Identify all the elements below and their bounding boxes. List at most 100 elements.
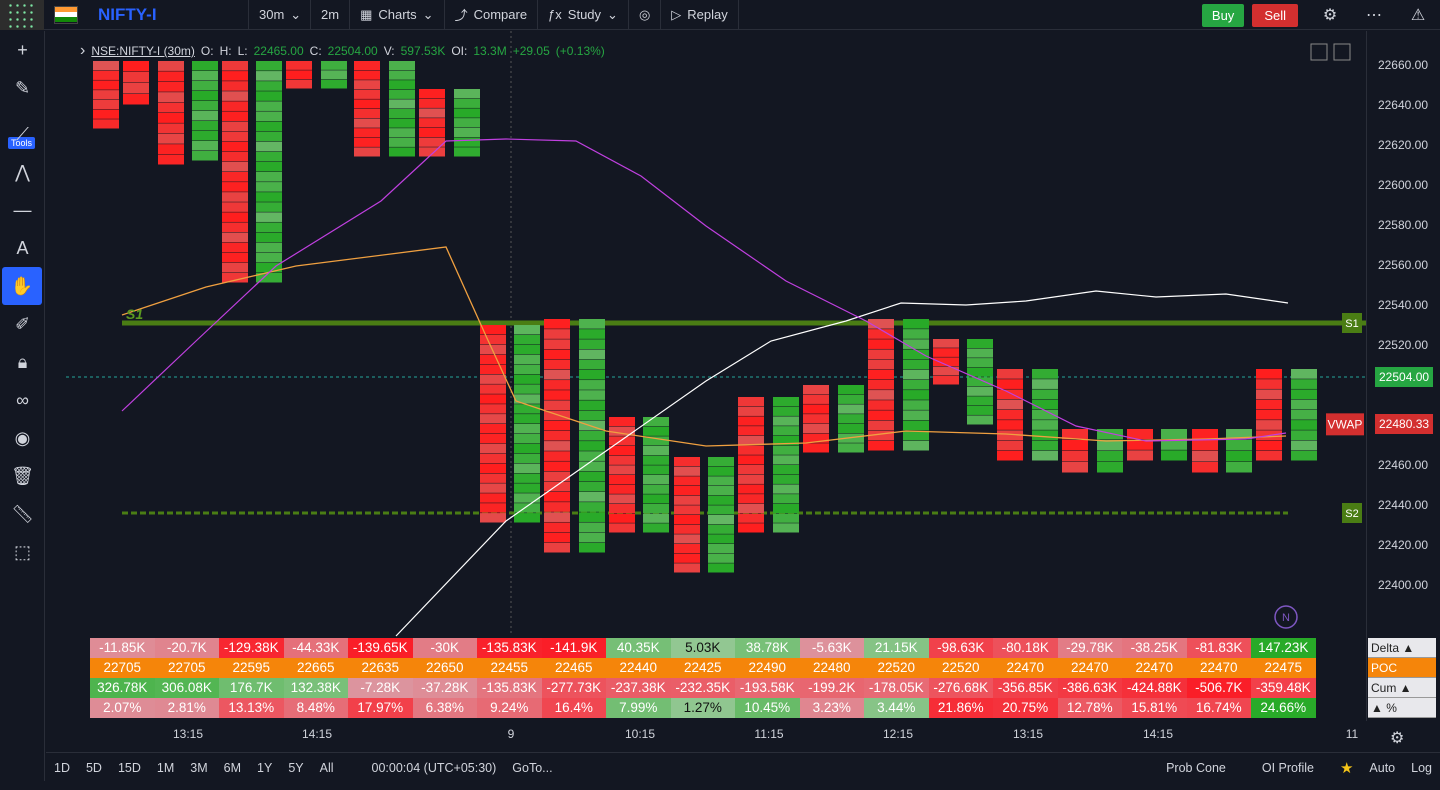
auto-button[interactable]: Auto [1369,760,1396,775]
footprint-cell [579,451,605,461]
chart-area[interactable]: S1 S1 S2 VWAP N [46,31,1366,721]
link-icon[interactable]: ∞ [16,389,29,410]
footprint-cell [256,272,282,283]
footprint-cell [192,101,218,111]
oi-profile-button[interactable]: OI Profile [1261,760,1314,775]
expand-icon[interactable]: › [80,42,86,59]
range-button-all[interactable]: All [319,760,334,775]
settings-icon[interactable]: ⚙ [1390,730,1405,747]
cursor-icon[interactable]: ⬚ [13,541,31,562]
range-button-5y[interactable]: 5Y [288,760,304,775]
footprint-cell [544,329,570,339]
footprint-cell [868,369,894,380]
footprint-cell [1256,389,1282,400]
instagram-button[interactable]: ◎ [627,0,660,30]
footprint-cell [454,118,480,128]
log-button[interactable]: Log [1411,760,1432,775]
footprint-cell [1097,451,1123,462]
footprint-cell [803,433,829,443]
compare-button[interactable]: ⤴ Compare [443,0,537,30]
footprint-cell [514,443,540,454]
symbol-name[interactable]: NIFTY-I [98,4,157,24]
footprint-cell [158,133,184,144]
warning-icon[interactable]: ⚠ [1410,7,1426,24]
delta-legend[interactable]: Delta ▲ [1368,638,1436,658]
tools-label: Tools [8,137,36,149]
goto-button[interactable]: GoTo... [512,760,553,775]
buy-button[interactable]: Buy [1201,3,1245,27]
pct-legend[interactable]: ▲ % [1368,698,1436,718]
app-logo[interactable] [0,0,44,30]
replay-button[interactable]: ▷ Replay [660,0,739,30]
horizontal-line-icon[interactable]: — [13,199,32,220]
interval-button[interactable]: 2m [310,0,349,30]
footprint-cell [903,390,929,400]
footprint-cell [773,513,799,523]
footprint-cell [674,486,700,496]
footprint-cell [967,358,993,368]
range-button-1y[interactable]: 1Y [257,760,273,775]
sell-button[interactable]: Sell [1252,3,1298,27]
footprint-cell [256,182,282,192]
prob-cone-button[interactable]: Prob Cone [1166,760,1226,775]
footprint-cell [256,172,282,182]
charts-button[interactable]: ▦ Charts ⌄ [349,0,444,30]
text-icon[interactable]: A [16,237,29,258]
legend-l-value: 22465.00 [253,44,304,58]
cum-legend[interactable]: Cum ▲ [1368,678,1436,698]
range-button-15d[interactable]: 15D [117,760,141,775]
footprint-cell [933,339,959,348]
more-icon[interactable]: ⋯ [1366,7,1382,24]
footprint-cell [838,423,864,434]
range-button-1d[interactable]: 1D [54,760,70,775]
range-button-6m[interactable]: 6M [223,760,242,775]
footprint-cell [256,232,282,243]
timeframe-select[interactable]: 30m ⌄ [248,0,310,30]
footprint-cell [773,474,799,484]
brush-icon[interactable]: ✐ [14,313,31,334]
lock-icon[interactable]: 🔒︎ [17,351,28,372]
study-button[interactable]: ƒx Study ⌄ [537,0,628,30]
price-axis[interactable]: 22660.00 22640.00 22620.00 22600.00 22580.00… [1366,31,1440,721]
footprint-cell [480,374,506,384]
eye-icon[interactable]: ◉ [14,427,31,448]
summary-cell: -20.7K [154,638,219,658]
range-button-3m[interactable]: 3M [190,760,208,775]
footprint-cell [222,141,248,152]
summary-cell: -11.85K [90,638,155,658]
hand-icon[interactable]: ✋ [2,267,42,305]
footprint-cell [544,471,570,482]
star-icon[interactable]: ★ [1339,759,1354,777]
poc-legend[interactable]: POC [1368,658,1436,678]
footprint-cell [738,465,764,475]
time-axis[interactable]: 13:15 14:15 9 10:15 11:15 12:15 13:15 14:15 11 [46,721,1366,751]
footprint-cell [419,127,445,138]
footprint-cell [480,483,506,493]
gear-icon[interactable]: ⚙ [1322,7,1338,24]
footprint-cell [286,61,312,70]
footprint-chart[interactable]: S1 S1 S2 VWAP N [46,31,1366,721]
footprint-cell [1192,440,1218,451]
trash-icon[interactable]: 🗑︎ [11,465,34,486]
footprint-cell [868,359,894,370]
ruler-icon[interactable]: 📏︎ [11,503,34,524]
summary-cell: 17.97% [348,698,413,718]
pencil-icon[interactable]: ✎ [14,77,31,98]
range-button-1m[interactable]: 1M [156,760,175,775]
footprint-cell [158,61,184,71]
trend-line-icon[interactable]: ⟋ [16,123,29,144]
legend-h-label: H: [219,44,232,58]
footprint-cell [93,70,119,80]
footprint-cell [708,486,734,496]
footprint-cell [256,91,282,101]
footprint-cell [1097,440,1123,451]
footprint-cell [222,172,248,182]
range-button-5d[interactable]: 5D [85,760,102,775]
pattern-icon[interactable]: ⋀ [15,161,30,182]
summary-cell: 22440 [606,658,671,678]
footprint-cell [579,542,605,553]
summary-cell: 21.86% [928,698,993,718]
crosshair-icon[interactable]: + [17,39,28,60]
footprint-cell [514,325,540,335]
footprint-cell [158,81,184,92]
